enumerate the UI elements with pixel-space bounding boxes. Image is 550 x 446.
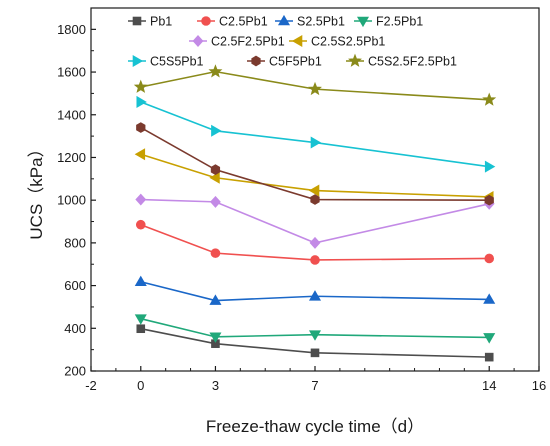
legend-marker (192, 35, 204, 47)
y-axis-title: UCS（kPa） (27, 140, 46, 239)
data-point (134, 314, 147, 325)
data-point (308, 330, 322, 341)
data-point (133, 79, 148, 93)
legend-entry: C5S2.5F2.5Pb1 (346, 53, 457, 69)
series-layer (133, 64, 497, 362)
data-point (134, 275, 147, 287)
legend-entry: F2.5Pb1 (354, 15, 423, 29)
y-tick-label: 1200 (57, 150, 86, 165)
data-point (308, 81, 322, 96)
data-point (484, 253, 495, 264)
legend-entry: C5S5Pb1 (128, 55, 204, 69)
data-point (134, 148, 146, 161)
data-point (308, 290, 322, 301)
legend-marker (277, 14, 291, 26)
series-C2.5S2.5Pb1 (134, 148, 494, 203)
data-point (135, 193, 147, 206)
series-C5S2.5F2.5Pb1 (133, 64, 497, 106)
series-line (140, 126, 490, 201)
data-point (310, 348, 320, 358)
data-point (210, 195, 221, 208)
x-tick-label: 0 (137, 378, 144, 393)
data-point (136, 324, 146, 334)
series-F2.5Pb1 (134, 314, 496, 344)
legend-marker (132, 54, 144, 68)
legend-entry: S2.5Pb1 (275, 15, 345, 29)
y-tick-label: 1000 (57, 193, 86, 208)
series-C2.5Pb1 (135, 219, 495, 265)
data-point (308, 184, 320, 197)
y-tick-label: 1600 (57, 65, 86, 80)
legend-label: Pb1 (150, 15, 172, 29)
y-tick-label: 200 (64, 364, 86, 379)
data-point (309, 236, 321, 249)
data-point (310, 136, 322, 149)
data-point (208, 64, 223, 78)
data-point (210, 248, 221, 258)
legend-label: C5S5Pb1 (150, 55, 204, 69)
legend-entry: C5F5Pb1 (247, 55, 322, 69)
series-line (140, 198, 490, 244)
data-point (210, 164, 221, 175)
data-point (211, 124, 222, 137)
series-S2.5Pb1 (134, 275, 496, 305)
data-point (483, 293, 496, 304)
y-tick-label: 600 (64, 278, 86, 293)
legend-label: C2.5S2.5Pb1 (311, 35, 385, 49)
legend-marker (251, 55, 261, 67)
legend-marker (291, 34, 303, 48)
data-point (136, 122, 146, 133)
legend-entry: C2.5S2.5Pb1 (289, 35, 385, 49)
data-point (209, 332, 222, 343)
legend-marker (201, 16, 211, 26)
y-tick-label: 800 (64, 235, 86, 250)
data-point (209, 171, 220, 184)
x-tick-label: -2 (85, 378, 97, 393)
legend-marker (356, 16, 370, 28)
legend-label: C2.5Pb1 (219, 15, 268, 29)
series-line (140, 70, 490, 101)
legend-marker (348, 53, 362, 67)
x-tick-label: 16 (532, 378, 546, 393)
y-tick-label: 1400 (57, 107, 86, 122)
legend-label: C2.5F2.5Pb1 (211, 35, 285, 49)
data-point (484, 194, 494, 206)
data-point (310, 255, 320, 265)
legend-label: F2.5Pb1 (376, 15, 423, 29)
series-Pb1 (136, 324, 494, 362)
legend-entry: Pb1 (128, 15, 172, 29)
series-line (140, 101, 490, 168)
series-line (140, 223, 490, 261)
legend-label: C5S2.5F2.5Pb1 (368, 55, 457, 69)
x-axis-title: Freeze-thaw cycle time（d） (206, 417, 424, 436)
series-C5F5Pb1 (136, 122, 494, 206)
data-point (310, 194, 320, 205)
data-point (136, 95, 147, 108)
y-tick-label: 1800 (57, 22, 86, 37)
y-axis: 200 400 600 800 1000 1200 1400 1600 1800 (57, 22, 96, 379)
x-tick-label: 3 (212, 378, 219, 393)
x-tick-label: 7 (311, 378, 318, 393)
legend-entry: C2.5F2.5Pb1 (189, 35, 285, 49)
y-tick-label: 400 (64, 321, 86, 336)
data-point (135, 219, 146, 230)
series-line (140, 317, 490, 339)
series-line (140, 327, 490, 358)
data-point (484, 160, 496, 173)
series-C5S5Pb1 (136, 95, 496, 173)
x-axis: -2 0 3 7 14 16 (85, 366, 546, 393)
data-point (484, 352, 494, 362)
legend-marker (132, 16, 142, 26)
legend: Pb1 C2.5Pb1 S2.5Pb1 F2.5Pb1 C2.5F2.5Pb1 C2.5S… (128, 15, 457, 69)
x-tick-label: 14 (482, 378, 496, 393)
data-point (483, 333, 496, 344)
legend-entry: C2.5Pb1 (197, 15, 268, 29)
data-point (482, 92, 497, 106)
legend-label: S2.5Pb1 (297, 15, 345, 29)
data-point (209, 294, 222, 305)
series-line (140, 280, 490, 302)
legend-label: C5F5Pb1 (269, 55, 322, 69)
